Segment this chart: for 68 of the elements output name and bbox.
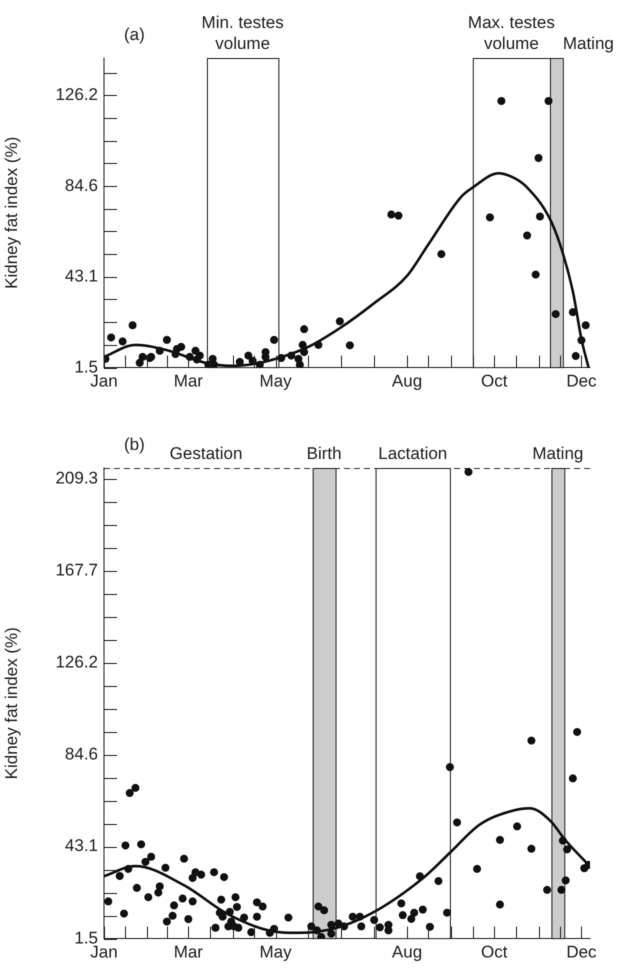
text: (a) <box>124 25 145 44</box>
x-tick-label: Aug <box>392 371 422 390</box>
point <box>156 346 164 355</box>
point <box>196 352 204 360</box>
x-tick-label: Aug <box>392 942 422 962</box>
x-tick-label: May <box>259 371 292 390</box>
point <box>394 212 402 220</box>
point <box>497 97 506 106</box>
y-tick-label: 126.2 <box>55 652 98 672</box>
point <box>568 308 577 316</box>
x-tick-label: Dec <box>566 942 598 962</box>
point <box>277 354 286 362</box>
point <box>534 154 543 162</box>
y-tick-label: 43.1 <box>64 266 98 286</box>
point <box>532 270 540 279</box>
y-tick-label: 84.6 <box>64 744 98 764</box>
x-tick-label: Oct <box>481 942 508 962</box>
point <box>536 212 544 221</box>
point <box>138 352 147 361</box>
x-tick-label: Dec <box>566 371 598 390</box>
point <box>300 325 308 334</box>
point <box>287 352 296 360</box>
point <box>552 310 560 318</box>
y-tick-label: 209.3 <box>55 468 98 488</box>
text: (b) <box>124 435 145 454</box>
point <box>118 337 127 346</box>
x-tick-label: May <box>259 942 292 962</box>
ref-line-label: Gestation <box>170 444 242 463</box>
y-tick-label: 126.2 <box>55 85 98 104</box>
band-label: Birth <box>306 444 342 463</box>
point <box>300 348 308 356</box>
x-tick-label: Mar <box>174 371 204 390</box>
y-axis-title: Kidney fat index (%) <box>2 627 21 780</box>
point <box>314 340 322 349</box>
y-tick-label: 43.1 <box>64 836 98 856</box>
point <box>128 321 137 330</box>
x-tick-label: Mar <box>174 942 204 962</box>
y-tick-label: 167.7 <box>55 560 98 580</box>
point <box>270 336 278 344</box>
band-label: Mating <box>532 444 584 463</box>
point <box>544 97 553 106</box>
point <box>162 336 171 344</box>
point <box>523 232 532 240</box>
point <box>387 210 396 219</box>
band-label: Max. testes volume <box>468 13 555 53</box>
band-label: Lactation <box>378 444 448 463</box>
band-label: Mating <box>562 34 614 53</box>
point <box>346 341 354 350</box>
point <box>437 250 446 258</box>
point <box>296 360 304 368</box>
point <box>256 360 264 368</box>
point <box>582 321 590 330</box>
point <box>210 360 218 368</box>
point <box>336 317 344 326</box>
point <box>577 336 586 344</box>
point <box>244 352 252 360</box>
point <box>486 213 494 222</box>
point <box>136 358 144 367</box>
y-tick-label: 84.6 <box>64 176 98 195</box>
band-label: Min. testes volume <box>202 13 284 53</box>
x-tick-label: Oct <box>481 371 508 390</box>
y-axis-title: Kidney fat index (%) <box>2 136 21 289</box>
x-tick-label: Jan <box>90 371 118 390</box>
point <box>298 340 307 349</box>
point <box>107 333 116 342</box>
point <box>572 352 580 360</box>
point <box>177 342 186 351</box>
x-tick-label: Jan <box>90 942 118 962</box>
